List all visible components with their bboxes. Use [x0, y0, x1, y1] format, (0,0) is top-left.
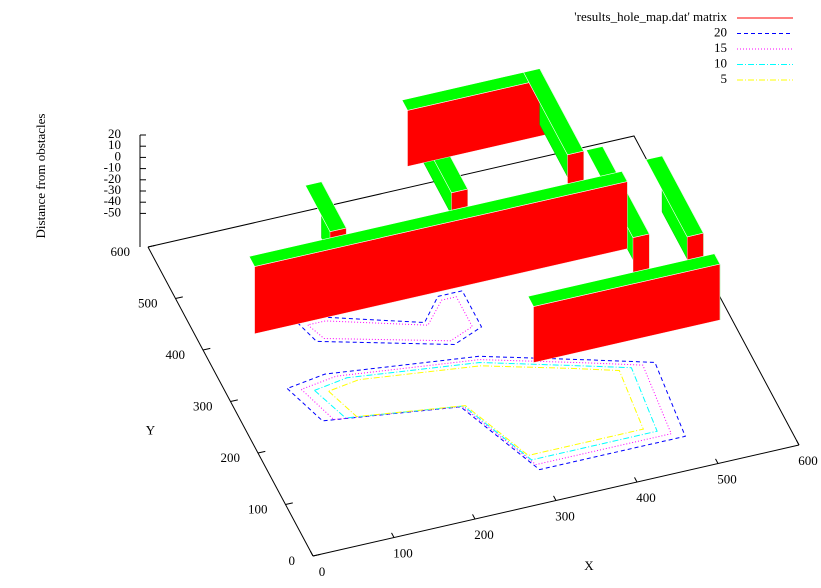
x-tick-label: 500 [717, 471, 737, 486]
x-tick [715, 458, 719, 464]
legend-label: 20 [714, 24, 727, 39]
z-tick-label: 0 [115, 148, 122, 163]
z-tick-label: -10 [104, 160, 121, 175]
block-top [523, 68, 585, 156]
surface-block [527, 253, 721, 363]
x-tick-label: 200 [474, 527, 494, 542]
contour-line [314, 361, 658, 461]
z-tick-label: -30 [104, 182, 121, 197]
x-tick-label: 100 [393, 545, 413, 560]
y-tick [230, 399, 238, 402]
surface-block [248, 170, 628, 335]
y-tick-label: 600 [111, 244, 131, 259]
z-tick-label: -50 [104, 204, 121, 219]
z-tick-label: -20 [104, 171, 121, 186]
y-axis-label: Y [146, 422, 156, 437]
legend-label: 'results_hole_map.dat' matrix [574, 9, 727, 24]
contour-line [286, 355, 686, 471]
x-tick [391, 532, 395, 538]
legend-label: 10 [714, 55, 727, 70]
z-tick-label: -40 [104, 193, 121, 208]
x-tick [796, 440, 800, 446]
x-tick [472, 514, 476, 520]
y-tick-label: 400 [166, 347, 186, 362]
contour-line [300, 359, 672, 466]
contour-line [328, 365, 644, 456]
y-tick [257, 450, 266, 454]
y-tick [147, 244, 156, 248]
y-tick-label: 200 [221, 450, 241, 465]
y-tick [285, 502, 293, 505]
x-tick-label: 400 [636, 490, 656, 505]
surface-block [401, 68, 546, 167]
x-tick-label: 0 [319, 564, 326, 579]
x-tick-label: 600 [798, 453, 818, 468]
y-tick-label: 300 [193, 398, 213, 413]
block-top [527, 253, 721, 307]
y-tick [202, 347, 211, 351]
z-axis-label: Distance from obstacles [33, 114, 48, 239]
x-tick [634, 477, 638, 483]
x-tick [553, 495, 557, 501]
contour-line [297, 290, 483, 346]
y-tick [175, 296, 183, 299]
block-top [248, 170, 628, 267]
x-axis-label: X [584, 558, 594, 573]
plane-edge [147, 135, 800, 446]
x-tick [310, 551, 314, 557]
block-top [304, 181, 347, 233]
legend-label: 5 [721, 71, 728, 86]
z-tick-label: 20 [108, 126, 121, 141]
y-tick-label: 100 [248, 501, 268, 516]
y-tick-label: 0 [289, 553, 296, 568]
y-tick [312, 553, 321, 557]
block-top [645, 155, 704, 238]
x-tick-label: 300 [555, 508, 575, 523]
y-tick-label: 500 [138, 295, 158, 310]
z-tick-label: 10 [108, 137, 121, 152]
contour-line [307, 296, 473, 342]
legend-label: 15 [714, 40, 727, 55]
